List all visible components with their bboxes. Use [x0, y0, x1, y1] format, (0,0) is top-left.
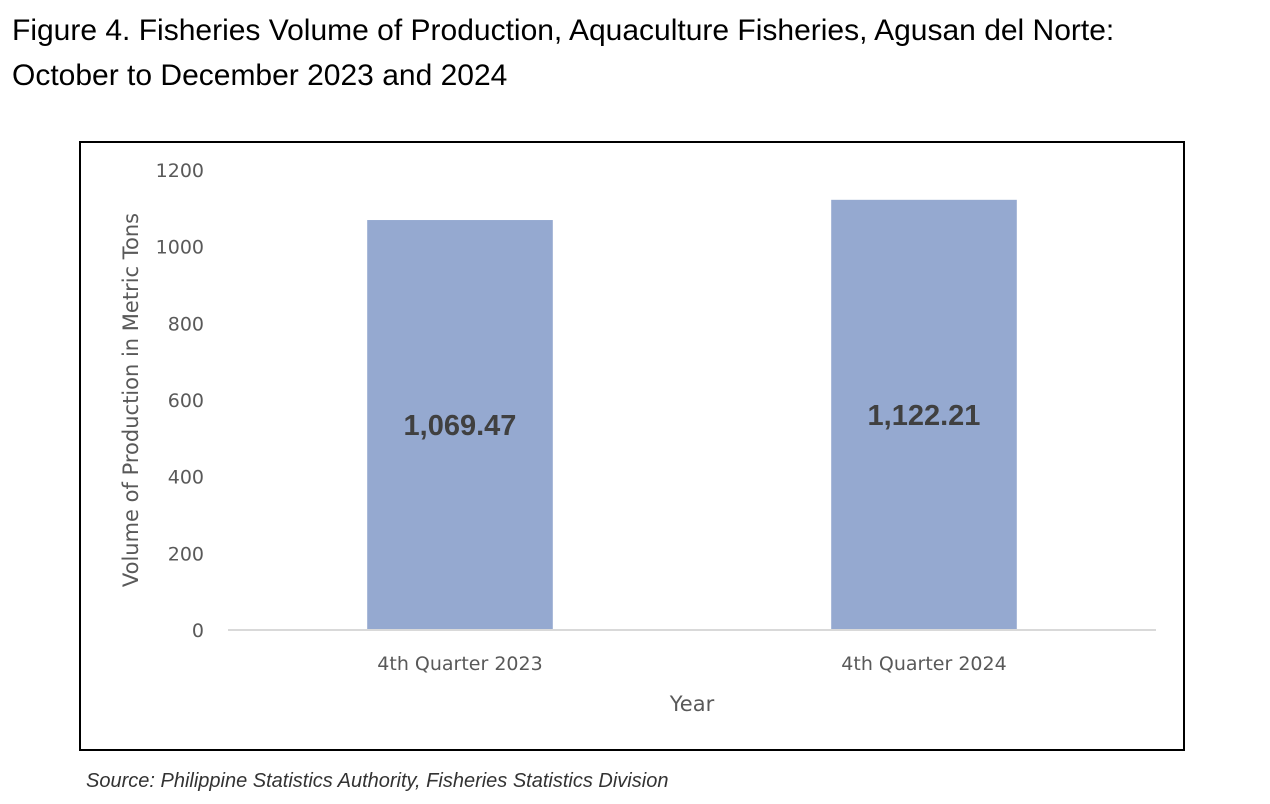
figure-title-line-1: Figure 4. Fisheries Volume of Production…	[12, 14, 1115, 47]
bar	[367, 220, 553, 630]
x-tick-label: 4th Quarter 2023	[377, 653, 542, 675]
bar	[831, 199, 1017, 630]
y-tick-label: 400	[168, 467, 204, 489]
y-tick-label: 0	[192, 620, 204, 642]
bar-value-label: 1,069.47	[404, 410, 517, 442]
y-tick-label: 800	[168, 313, 204, 335]
y-axis-ticks: 0 200 400 600 800 1000 1200	[156, 160, 204, 642]
bar-value-label: 1,122.21	[868, 400, 981, 432]
source-note: Source: Philippine Statistics Authority,…	[86, 770, 669, 792]
x-axis-title: Year	[669, 692, 715, 716]
x-tick-label: 4th Quarter 2024	[841, 653, 1006, 675]
figure-title-line-2: October to December 2023 and 2024	[12, 59, 508, 92]
y-tick-label: 200	[168, 543, 204, 565]
x-axis-ticks: 4th Quarter 2023 4th Quarter 2024	[377, 653, 1006, 675]
y-axis-title: Volume of Production in Metric Tons	[119, 213, 143, 587]
figure-title: Figure 4. Fisheries Volume of Production…	[12, 8, 1262, 98]
y-tick-label: 1000	[156, 237, 204, 259]
data-labels: 1,069.47 1,122.21	[404, 400, 981, 442]
bars	[367, 199, 1017, 630]
y-tick-label: 1200	[156, 160, 204, 182]
y-tick-label: 600	[168, 390, 204, 412]
